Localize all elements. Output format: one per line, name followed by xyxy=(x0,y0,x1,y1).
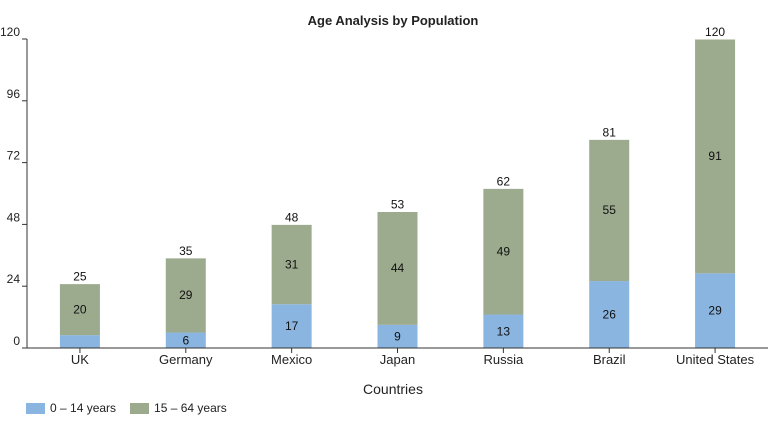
x-axis-title: Countries xyxy=(363,381,423,397)
y-tick-label: 48 xyxy=(7,210,21,224)
data-label: 6 xyxy=(182,333,189,347)
data-label: 49 xyxy=(497,244,511,258)
data-label: 9 xyxy=(394,329,401,343)
bar-segment-15-64-uk[interactable] xyxy=(59,283,100,336)
total-label: 35 xyxy=(179,244,193,258)
y-axis: 0 24 48 72 96 120 xyxy=(0,25,28,349)
bar-segment-15-64-japan[interactable] xyxy=(377,211,418,325)
total-label: 120 xyxy=(705,25,725,39)
bar-segment-0-14-united-states[interactable] xyxy=(695,273,736,348)
legend-swatch-15-64 xyxy=(130,402,150,414)
legend-label-15-64: 15 – 64 years xyxy=(154,401,227,415)
legend-item-15-64[interactable]: 15 – 64 years xyxy=(130,401,227,415)
x-tick-label: Mexico xyxy=(271,352,312,367)
legend-label-0-14: 0 – 14 years xyxy=(50,401,117,415)
bar-segment-0-14-russia[interactable] xyxy=(483,314,524,348)
data-label: 17 xyxy=(285,319,299,333)
total-label: 81 xyxy=(603,125,617,139)
y-tick-label: 24 xyxy=(7,272,21,286)
y-tick-label: 72 xyxy=(7,149,21,163)
x-tick-label: United States xyxy=(676,352,755,367)
legend-swatch-0-14 xyxy=(26,402,45,414)
chart-title: Age Analysis by Population xyxy=(308,13,479,28)
y-tick-label: 96 xyxy=(7,87,21,101)
total-label: 25 xyxy=(73,270,87,284)
y-tick-label: 120 xyxy=(0,25,20,39)
bar-segment-15-64-russia[interactable] xyxy=(483,188,524,315)
x-tick-label: UK xyxy=(71,352,89,367)
data-label: 26 xyxy=(603,308,617,322)
data-label: 29 xyxy=(708,304,722,318)
x-axis: UK Germany Mexico Japan Russia Brazil United S… xyxy=(27,347,768,367)
bar-segment-15-64-mexico[interactable] xyxy=(271,224,312,305)
x-tick-label: Germany xyxy=(159,352,213,367)
bar-segment-0-14-germany[interactable] xyxy=(165,332,206,348)
x-tick-label: Russia xyxy=(483,352,524,367)
data-label: 91 xyxy=(708,149,722,163)
bar-segment-15-64-brazil[interactable] xyxy=(589,139,630,282)
data-label: 44 xyxy=(391,261,405,275)
legend-item-0-14[interactable]: 0 – 14 years xyxy=(26,401,116,415)
bar-segment-0-14-uk[interactable] xyxy=(59,335,100,348)
total-label: 48 xyxy=(285,210,299,224)
data-label: 55 xyxy=(603,203,617,217)
y-tick-label: 0 xyxy=(13,334,20,348)
data-label: 13 xyxy=(497,324,511,338)
data-label: 20 xyxy=(73,302,87,316)
legend: 0 – 14 years 15 – 64 years xyxy=(26,401,227,415)
x-tick-label: Japan xyxy=(380,352,415,367)
data-label: 29 xyxy=(179,288,193,302)
bar-segment-0-14-mexico[interactable] xyxy=(271,304,312,348)
bar-segment-15-64-germany[interactable] xyxy=(165,257,206,333)
bar-segment-15-64-united-states[interactable] xyxy=(695,39,736,274)
total-label: 53 xyxy=(391,198,405,212)
x-tick-label: Brazil xyxy=(593,352,626,367)
bar-segment-0-14-japan[interactable] xyxy=(377,324,418,348)
bars-group: 20 25 6 29 35 17 31 48 9 44 53 13 49 62 26 55 81 29 91 120 xyxy=(59,25,736,348)
bar-segment-0-14-brazil[interactable] xyxy=(589,281,630,348)
total-label: 62 xyxy=(497,174,511,188)
data-label: 31 xyxy=(285,257,299,271)
